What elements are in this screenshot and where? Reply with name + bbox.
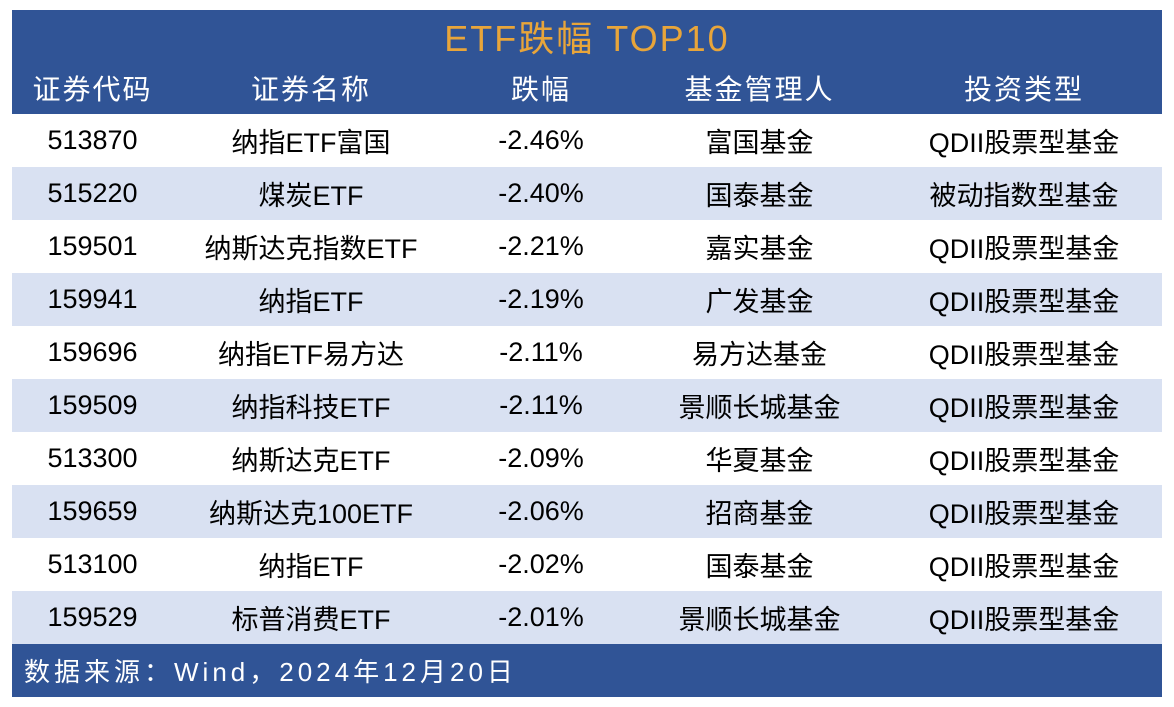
cell-code: 159501 [12, 220, 173, 273]
table-row: 513870 纳指ETF富国 -2.46% 富国基金 QDII股票型基金 [12, 114, 1162, 167]
cell-change: -2.40% [449, 167, 633, 220]
cell-manager: 景顺长城基金 [633, 591, 886, 644]
table-title: ETF跌幅 TOP10 [444, 18, 729, 59]
cell-code: 513870 [12, 114, 173, 167]
cell-type: QDII股票型基金 [886, 220, 1162, 273]
cell-type: QDII股票型基金 [886, 273, 1162, 326]
cell-type: QDII股票型基金 [886, 379, 1162, 432]
header-change: 跌幅 [449, 62, 633, 114]
cell-type: QDII股票型基金 [886, 485, 1162, 538]
cell-type: QDII股票型基金 [886, 326, 1162, 379]
cell-type: QDII股票型基金 [886, 538, 1162, 591]
cell-change: -2.46% [449, 114, 633, 167]
table-row: 159529 标普消费ETF -2.01% 景顺长城基金 QDII股票型基金 [12, 591, 1162, 644]
cell-change: -2.02% [449, 538, 633, 591]
header-code: 证券代码 [12, 62, 173, 114]
cell-name: 纳指ETF易方达 [173, 326, 449, 379]
cell-manager: 景顺长城基金 [633, 379, 886, 432]
cell-change: -2.11% [449, 326, 633, 379]
table-title-row: ETF跌幅 TOP10 [12, 10, 1162, 62]
cell-code: 513300 [12, 432, 173, 485]
table-footer-row: 数据来源：Wind，2024年12月20日 [12, 644, 1162, 697]
cell-type: QDII股票型基金 [886, 591, 1162, 644]
cell-name: 纳斯达克100ETF [173, 485, 449, 538]
cell-code: 159696 [12, 326, 173, 379]
header-type: 投资类型 [886, 62, 1162, 114]
header-name: 证券名称 [173, 62, 449, 114]
cell-change: -2.01% [449, 591, 633, 644]
cell-name: 煤炭ETF [173, 167, 449, 220]
cell-change: -2.06% [449, 485, 633, 538]
cell-code: 159659 [12, 485, 173, 538]
table-row: 513300 纳斯达克ETF -2.09% 华夏基金 QDII股票型基金 [12, 432, 1162, 485]
table-row: 159501 纳斯达克指数ETF -2.21% 嘉实基金 QDII股票型基金 [12, 220, 1162, 273]
cell-name: 纳指科技ETF [173, 379, 449, 432]
cell-name: 纳斯达克ETF [173, 432, 449, 485]
table-row: 159696 纳指ETF易方达 -2.11% 易方达基金 QDII股票型基金 [12, 326, 1162, 379]
cell-manager: 易方达基金 [633, 326, 886, 379]
cell-name: 纳指ETF [173, 273, 449, 326]
table-row: 159941 纳指ETF -2.19% 广发基金 QDII股票型基金 [12, 273, 1162, 326]
cell-change: -2.11% [449, 379, 633, 432]
cell-name: 纳指ETF [173, 538, 449, 591]
cell-code: 513100 [12, 538, 173, 591]
cell-manager: 嘉实基金 [633, 220, 886, 273]
table-row: 515220 煤炭ETF -2.40% 国泰基金 被动指数型基金 [12, 167, 1162, 220]
cell-name: 纳斯达克指数ETF [173, 220, 449, 273]
table-header-row: 证券代码 证券名称 跌幅 基金管理人 投资类型 [12, 62, 1162, 114]
table-row: 159509 纳指科技ETF -2.11% 景顺长城基金 QDII股票型基金 [12, 379, 1162, 432]
etf-decline-table: ETF跌幅 TOP10 证券代码 证券名称 跌幅 基金管理人 投资类型 5138… [12, 10, 1162, 697]
cell-code: 159509 [12, 379, 173, 432]
cell-change: -2.09% [449, 432, 633, 485]
cell-type: QDII股票型基金 [886, 432, 1162, 485]
cell-type: QDII股票型基金 [886, 114, 1162, 167]
cell-name: 纳指ETF富国 [173, 114, 449, 167]
data-source: 数据来源：Wind，2024年12月20日 [12, 644, 1162, 697]
cell-change: -2.19% [449, 273, 633, 326]
cell-manager: 招商基金 [633, 485, 886, 538]
cell-change: -2.21% [449, 220, 633, 273]
cell-manager: 国泰基金 [633, 167, 886, 220]
table-body: 513870 纳指ETF富国 -2.46% 富国基金 QDII股票型基金 515… [12, 114, 1162, 644]
header-manager: 基金管理人 [633, 62, 886, 114]
cell-manager: 国泰基金 [633, 538, 886, 591]
cell-code: 159529 [12, 591, 173, 644]
table-row: 513100 纳指ETF -2.02% 国泰基金 QDII股票型基金 [12, 538, 1162, 591]
cell-manager: 广发基金 [633, 273, 886, 326]
cell-name: 标普消费ETF [173, 591, 449, 644]
cell-code: 515220 [12, 167, 173, 220]
cell-manager: 富国基金 [633, 114, 886, 167]
cell-manager: 华夏基金 [633, 432, 886, 485]
cell-type: 被动指数型基金 [886, 167, 1162, 220]
table-row: 159659 纳斯达克100ETF -2.06% 招商基金 QDII股票型基金 [12, 485, 1162, 538]
cell-code: 159941 [12, 273, 173, 326]
